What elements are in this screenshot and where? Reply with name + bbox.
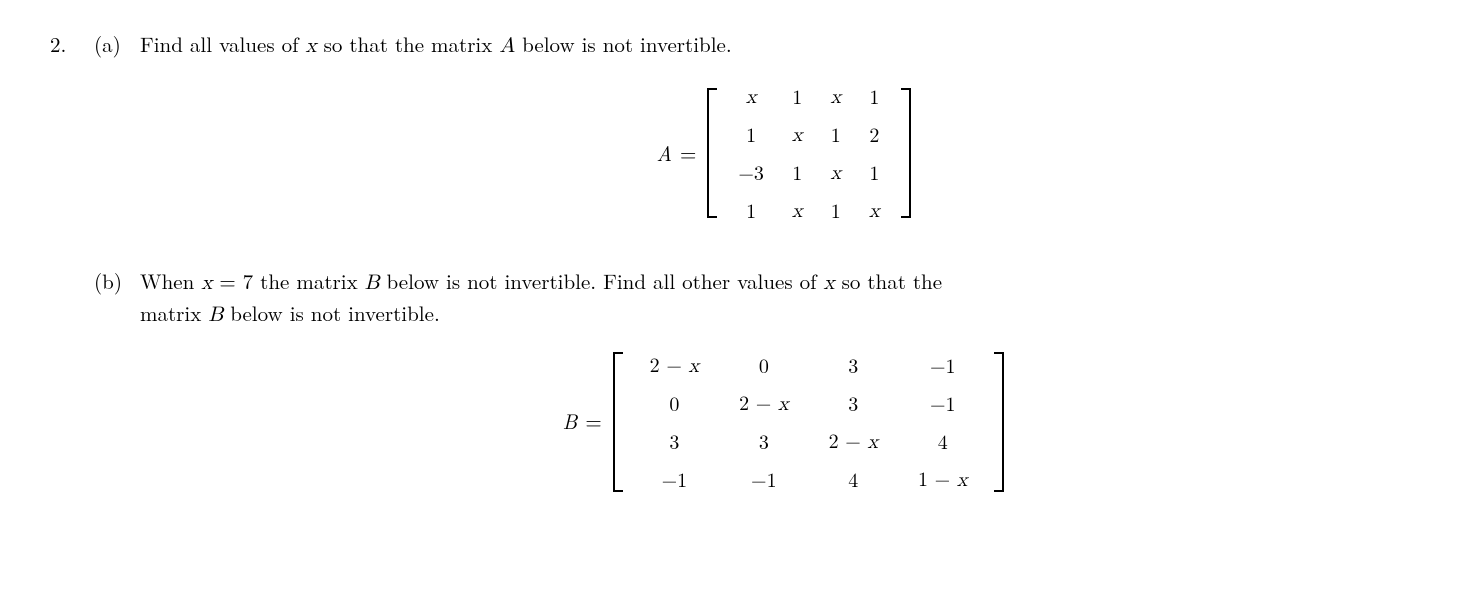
matrix-B-name: B — [563, 407, 578, 436]
matrix-cell: −1 — [898, 346, 987, 384]
matrix-cell: 2 − x — [630, 346, 719, 384]
matrix-cell: x — [816, 77, 855, 115]
matrix-cell: 1 − x — [898, 460, 987, 498]
part-a-text2: so that the matrix — [317, 29, 500, 59]
matrix-cell: x — [778, 115, 817, 153]
right-bracket-icon — [993, 352, 1005, 492]
part-a-text1: Find all values of — [140, 29, 306, 59]
matrix-cell: 3 — [719, 422, 808, 460]
matrix-cell: 1 — [778, 77, 817, 115]
matrix-B-wrap: B = 2 − x03−102 − x3−1332 − x4−1−141 − x — [563, 346, 1006, 498]
matrix-cell: 1 — [816, 191, 855, 229]
matrix-row: 2 − x03−1 — [630, 346, 988, 384]
matrix-cell: −1 — [898, 384, 987, 422]
matrix-cell: 2 − x — [719, 384, 808, 422]
matrix-row: 1x12 — [724, 115, 893, 153]
pb-v2: B — [365, 273, 380, 294]
var-x: x — [306, 36, 317, 57]
matrix-cell: 1 — [724, 115, 778, 153]
pb-t1: When — [140, 266, 201, 296]
matrix-cell: 1 — [855, 77, 894, 115]
matrix-A-table: x1x11x12−31x11x1x — [724, 77, 893, 229]
part-b-body: When x = 7 the matrix B below is not inv… — [140, 267, 1428, 518]
part-a: (a) Find all values of x so that the mat… — [94, 30, 1428, 249]
matrix-cell: 3 — [809, 384, 898, 422]
matrix-row: 1x1x — [724, 191, 893, 229]
right-bracket-icon — [900, 88, 912, 218]
matrix-cell: 0 — [719, 346, 808, 384]
matrix-cell: 4 — [809, 460, 898, 498]
problem-2: 2. (a) Find all values of x so that the … — [50, 30, 1428, 536]
left-bracket-icon — [612, 352, 624, 492]
pb-t4: so that the — [835, 266, 942, 296]
matrix-row: −31x1 — [724, 153, 893, 191]
matrix-cell: x — [724, 77, 778, 115]
matrix-cell: x — [816, 153, 855, 191]
pb-t6: below is not invertible. — [223, 298, 440, 328]
part-a-body: Find all values of x so that the matrix … — [140, 30, 1428, 249]
matrix-cell: 1 — [855, 153, 894, 191]
pb-t2: = 7 the matrix — [212, 266, 364, 296]
matrix-A-wrap: A = x1x11x12−31x11x1x — [656, 77, 911, 229]
matrix-cell: 1 — [724, 191, 778, 229]
part-b-label: (b) — [94, 267, 140, 296]
matrix-row: x1x1 — [724, 77, 893, 115]
pb-v3: x — [824, 273, 835, 294]
matrix-A-eq: = — [680, 139, 696, 168]
matrix-cell: x — [855, 191, 894, 229]
var-A: A — [499, 36, 515, 57]
matrix-cell: 2 — [855, 115, 894, 153]
pb-v4: B — [208, 305, 223, 326]
matrix-A-name: A — [656, 139, 672, 168]
matrix-cell: −3 — [724, 153, 778, 191]
matrix-B-eq: = — [585, 407, 601, 436]
matrix-A-display: A = x1x11x12−31x11x1x — [140, 77, 1428, 229]
matrix-cell: 4 — [898, 422, 987, 460]
matrix-cell: 0 — [630, 384, 719, 422]
left-bracket-icon — [706, 88, 718, 218]
pb-v1: x — [201, 273, 212, 294]
matrix-cell: x — [778, 191, 817, 229]
matrix-cell: 1 — [778, 153, 817, 191]
matrix-row: 02 − x3−1 — [630, 384, 988, 422]
part-a-text3: below is not invertible. — [515, 29, 732, 59]
part-b: (b) When x = 7 the matrix B below is not… — [94, 267, 1428, 518]
matrix-row: 332 − x4 — [630, 422, 988, 460]
matrix-B-table: 2 − x03−102 − x3−1332 − x4−1−141 − x — [630, 346, 988, 498]
matrix-row: −1−141 − x — [630, 460, 988, 498]
part-a-label: (a) — [94, 30, 140, 59]
matrix-B-display: B = 2 − x03−102 − x3−1332 − x4−1−141 − x — [140, 346, 1428, 498]
matrix-cell: 3 — [809, 346, 898, 384]
pb-t5: matrix — [140, 298, 208, 328]
pb-t3: below is not invertible. Find all other … — [380, 266, 824, 296]
matrix-cell: 2 − x — [809, 422, 898, 460]
matrix-cell: −1 — [719, 460, 808, 498]
matrix-cell: −1 — [630, 460, 719, 498]
parts-container: (a) Find all values of x so that the mat… — [94, 30, 1428, 536]
problem-number: 2. — [50, 30, 94, 59]
matrix-cell: 1 — [816, 115, 855, 153]
matrix-cell: 3 — [630, 422, 719, 460]
